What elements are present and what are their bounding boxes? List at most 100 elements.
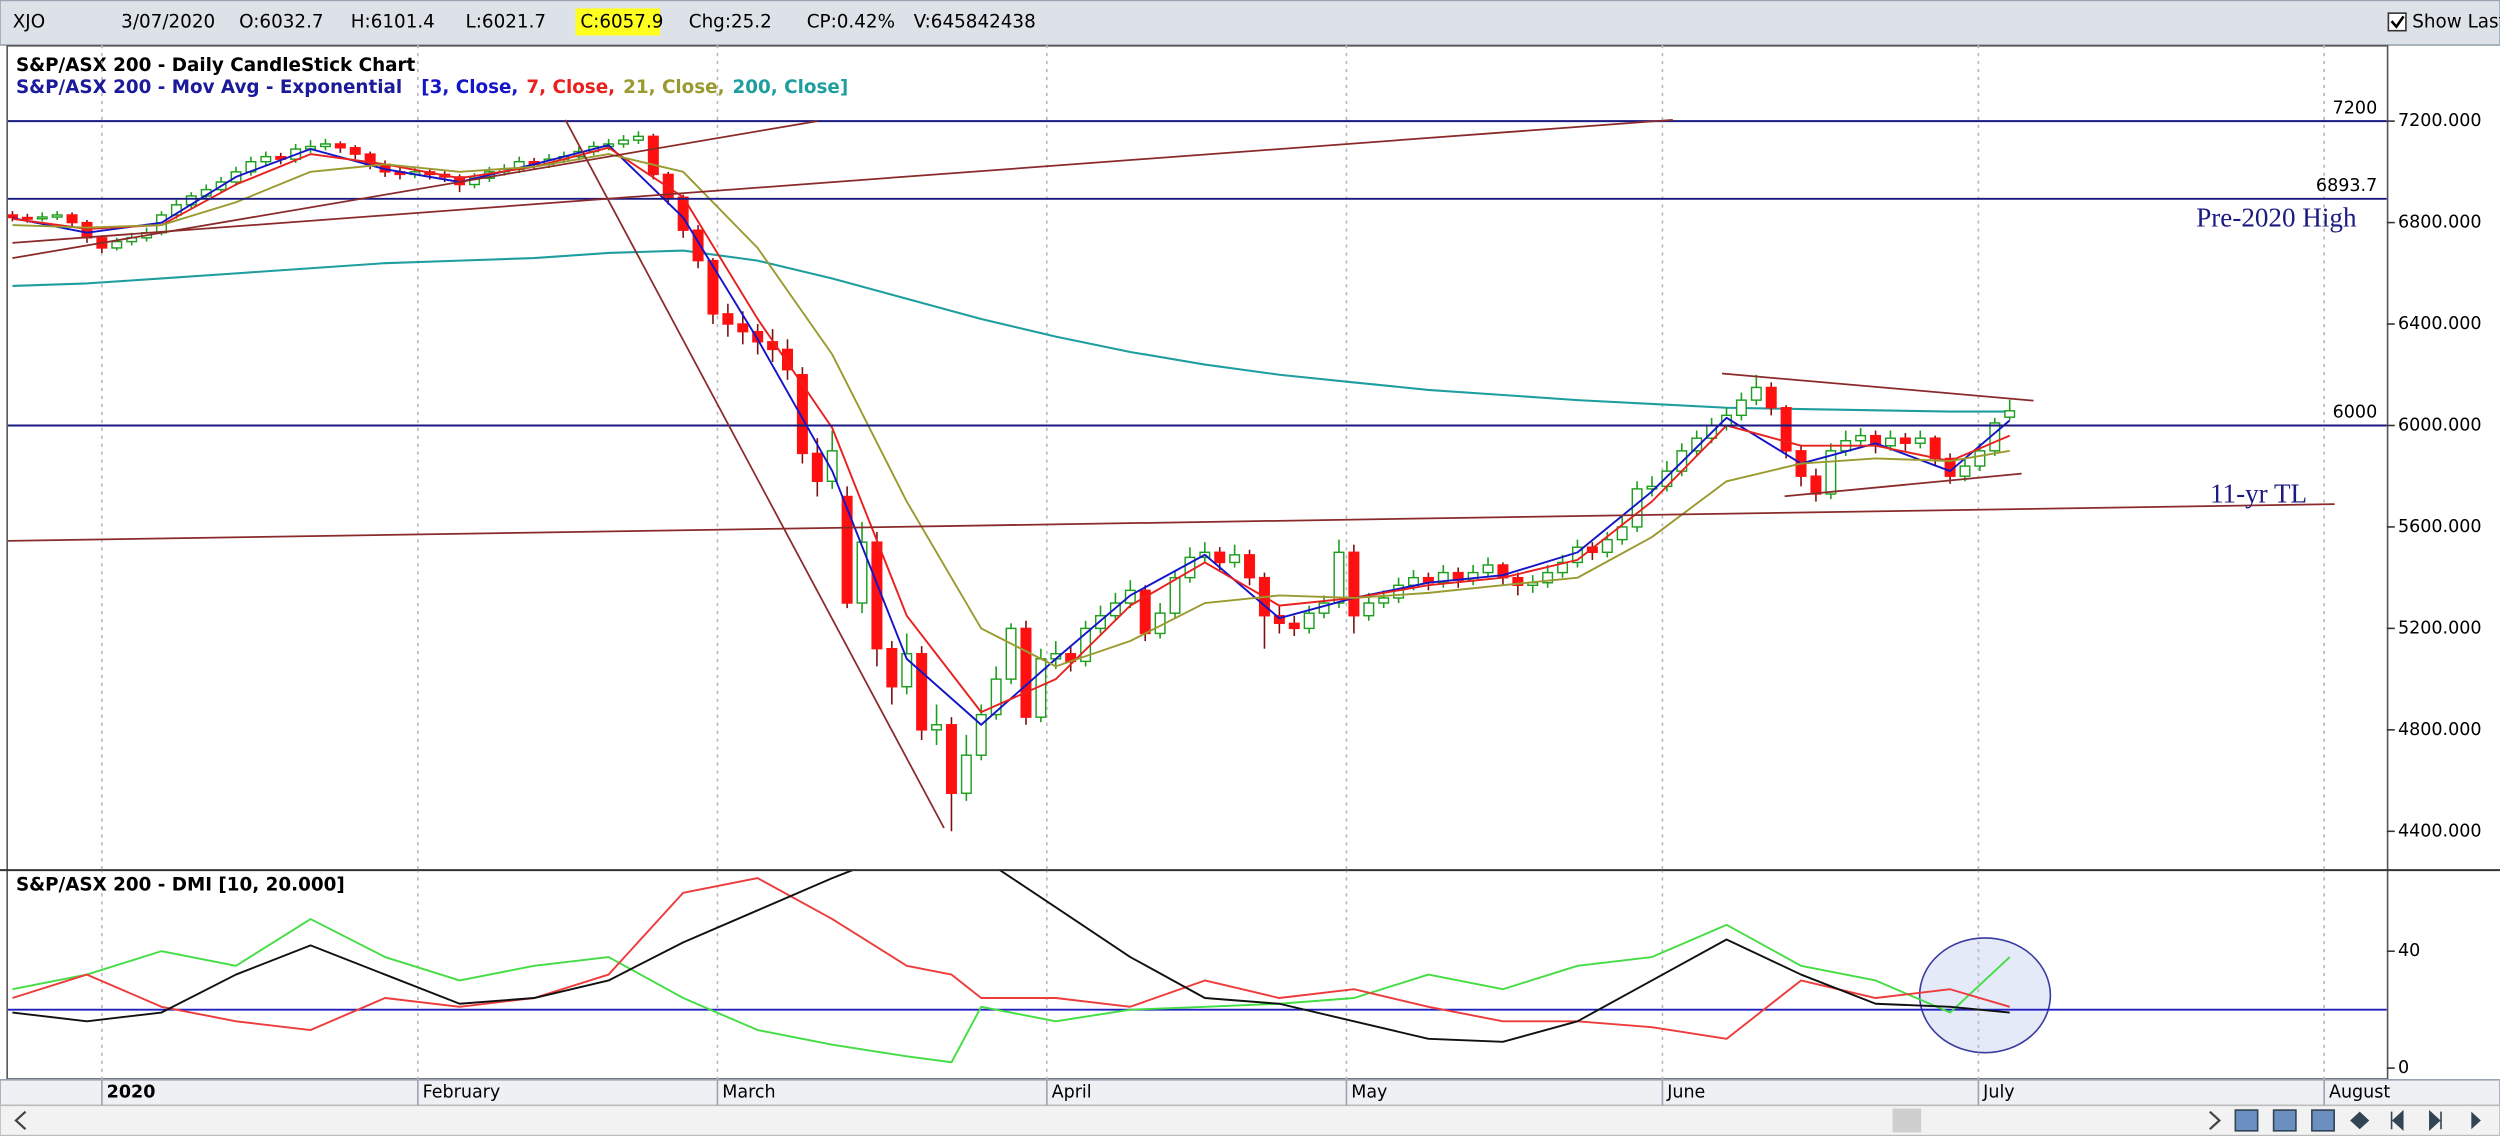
dmi-line	[12, 870, 2010, 1043]
x-tick-label: June	[1666, 1083, 1705, 1103]
candle-body	[1482, 564, 1494, 574]
legend-title: S&P/ASX 200 - Mov Avg - Exponential	[16, 77, 402, 98]
candle-body	[632, 135, 644, 141]
toolbar	[2234, 1109, 2481, 1132]
x-tick-label: July	[1982, 1083, 2015, 1103]
x-tick-label: April	[1052, 1083, 1092, 1103]
candle-body	[945, 724, 957, 794]
y-tick-label: 5200.000	[2398, 618, 2482, 638]
candle-body	[916, 653, 928, 731]
tool-button[interactable]	[2390, 1109, 2404, 1132]
x-tick-label: August	[2329, 1083, 2390, 1103]
y-tick-label: 0	[2398, 1058, 2409, 1078]
dmi-line	[12, 877, 2010, 1040]
candle-body	[1005, 627, 1017, 680]
y-tick-label: 40	[2398, 941, 2420, 961]
tool-button[interactable]	[2471, 1111, 2481, 1130]
candle-body	[1437, 571, 1449, 584]
x-tick-label: March	[722, 1083, 775, 1103]
tool-button[interactable]	[2350, 1111, 2370, 1130]
candle-body	[692, 229, 704, 262]
open: O:6032.7	[239, 12, 323, 33]
scroll-right[interactable]	[2209, 1110, 2222, 1131]
candle-body	[1691, 437, 1703, 452]
level-label: 7200	[2333, 98, 2378, 118]
candle-body	[796, 374, 808, 455]
candle-body	[81, 221, 93, 239]
candle-body	[1244, 554, 1256, 579]
annotation: 11-yr TL	[2210, 478, 2307, 508]
candle-body	[960, 754, 972, 794]
candle-body	[886, 647, 898, 688]
candle-body	[737, 323, 749, 333]
candle-body	[1810, 475, 1822, 495]
scrollbar[interactable]	[0, 1104, 2500, 1136]
candle-body	[1631, 488, 1643, 528]
tool-button[interactable]	[2429, 1109, 2442, 1132]
candle-body	[722, 313, 734, 325]
panel	[7, 45, 2387, 870]
candle-body	[21, 216, 33, 220]
close: C:6057.9	[580, 12, 663, 33]
trendline	[7, 503, 2335, 542]
highlight-circle	[1918, 937, 2052, 1054]
checkmark	[2390, 15, 2405, 29]
y-tick-label: 4400.000	[2398, 821, 2482, 841]
candle-body	[334, 143, 346, 149]
candle-body	[1855, 434, 1867, 442]
candle-body	[349, 147, 361, 155]
candle-body	[1780, 407, 1792, 452]
high: H:6101.4	[351, 12, 435, 33]
candle-body	[1750, 386, 1762, 401]
candle-body	[1929, 437, 1941, 460]
tool-button[interactable]	[2234, 1109, 2259, 1132]
candle-body	[319, 143, 331, 148]
annotation: Pre-2020 High	[2196, 203, 2357, 233]
legend-entry: 7, Close,	[526, 77, 615, 98]
candle-body	[1512, 576, 1524, 586]
candle-body	[51, 214, 63, 218]
y-tick-label: 4800.000	[2398, 720, 2482, 740]
candle-body	[1229, 554, 1241, 564]
candle-body	[1974, 450, 1986, 467]
tool-button[interactable]	[2272, 1109, 2297, 1132]
candle-body	[1124, 589, 1136, 604]
candle-body	[647, 135, 659, 176]
scroll-thumb[interactable]	[1892, 1108, 1922, 1133]
plot-frame	[6, 45, 2389, 1080]
candle-body	[1348, 551, 1360, 617]
candle-body	[1020, 627, 1032, 718]
candle-body	[111, 240, 123, 249]
y-tick-label: 5600.000	[2398, 517, 2482, 537]
candle-body	[975, 713, 987, 756]
candle-body	[260, 155, 272, 163]
candle-body	[1542, 571, 1554, 584]
trendline	[564, 119, 945, 829]
candle-body	[1214, 551, 1226, 564]
candle-body	[1914, 437, 1926, 444]
candle-body	[1378, 597, 1390, 604]
scroll-left[interactable]	[14, 1110, 27, 1131]
x-axis-strip	[0, 1079, 2500, 1107]
trendline	[1784, 472, 2022, 498]
candle-body	[752, 330, 764, 343]
candle-body	[1333, 551, 1345, 604]
level-label: 6893.7	[2316, 176, 2377, 196]
show-last-label[interactable]: Show Last	[2412, 12, 2500, 33]
x-tick-label: 2020	[107, 1083, 156, 1103]
candle-body	[781, 348, 794, 371]
change: Chg:25.2	[689, 12, 772, 33]
tool-button[interactable]	[2311, 1109, 2335, 1132]
close-highlight	[575, 8, 661, 36]
x-tick-label: February	[423, 1083, 501, 1103]
panel-title: S&P/ASX 200 - DMI [10, 20.000]	[16, 874, 345, 895]
candle-body	[1273, 614, 1285, 625]
candle-body	[1601, 538, 1613, 554]
candle-body	[901, 653, 913, 688]
candle-body	[2004, 410, 2016, 418]
level-label: 6000	[2333, 403, 2378, 423]
symbol: XJO	[13, 12, 45, 33]
moving-average	[12, 249, 2010, 413]
